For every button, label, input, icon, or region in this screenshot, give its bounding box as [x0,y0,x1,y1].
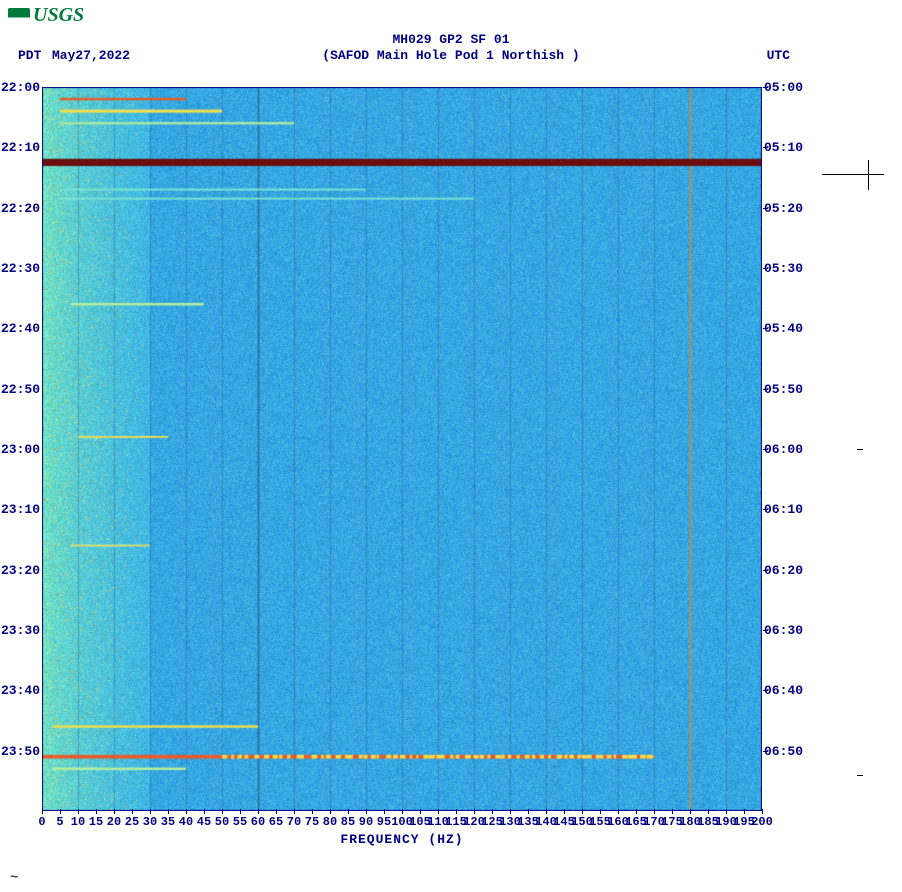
x-axis-label: FREQUENCY (HZ) [42,832,762,847]
ytick-right: 06:40 [764,683,808,698]
ytick-left: 23:50 [0,744,40,759]
ytick-right: 05:50 [764,382,808,397]
xtick: 55 [233,815,247,829]
side-extra-ticks [857,87,858,811]
xtick: 70 [287,815,301,829]
xtick: 15 [89,815,103,829]
xtick: 80 [323,815,337,829]
ytick-right: 05:40 [764,321,808,336]
xtick: 35 [161,815,175,829]
xtick: 75 [305,815,319,829]
spectrogram-canvas [42,87,762,811]
xtick: 40 [179,815,193,829]
ytick-right: 05:00 [764,80,808,95]
ytick-left: 23:00 [0,442,40,457]
side-cross-glyph [822,160,884,190]
xtick: 200 [751,815,773,829]
ytick-left: 22:50 [0,382,40,397]
ytick-left: 22:10 [0,140,40,155]
xtick: 10 [71,815,85,829]
ytick-right: 06:50 [764,744,808,759]
timezone-right: UTC [767,48,790,63]
usgs-logo-text: USGS [33,4,84,27]
xtick: 30 [143,815,157,829]
xtick: 20 [107,815,121,829]
spectrogram-plot: 22:0022:1022:2022:3022:4022:5023:0023:10… [42,87,762,811]
usgs-logo: USGS [8,4,84,27]
xtick: 85 [341,815,355,829]
ytick-right: 06:00 [764,442,808,457]
xtick: 95 [377,815,391,829]
ytick-left: 23:40 [0,683,40,698]
xtick: 0 [38,815,45,829]
xtick: 90 [359,815,373,829]
ytick-left: 23:30 [0,623,40,638]
footer-tilde: ~ [10,870,18,886]
xtick: 45 [197,815,211,829]
ytick-left: 23:20 [0,563,40,578]
ytick-right: 06:30 [764,623,808,638]
ytick-left: 22:40 [0,321,40,336]
ytick-right: 05:10 [764,140,808,155]
ytick-left: 22:30 [0,261,40,276]
title-line-1: MH029 GP2 SF 01 [0,32,902,48]
xtick: 5 [56,815,63,829]
ytick-left: 22:20 [0,201,40,216]
xtick: 50 [215,815,229,829]
ytick-left: 22:00 [0,80,40,95]
xtick: 65 [269,815,283,829]
ytick-right: 06:10 [764,502,808,517]
ytick-right: 05:20 [764,201,808,216]
ytick-right: 05:30 [764,261,808,276]
xtick: 60 [251,815,265,829]
xtick: 25 [125,815,139,829]
ytick-left: 23:10 [0,502,40,517]
timezone-left: PDT [18,48,41,63]
ytick-right: 06:20 [764,563,808,578]
date-label: May27,2022 [52,48,130,63]
